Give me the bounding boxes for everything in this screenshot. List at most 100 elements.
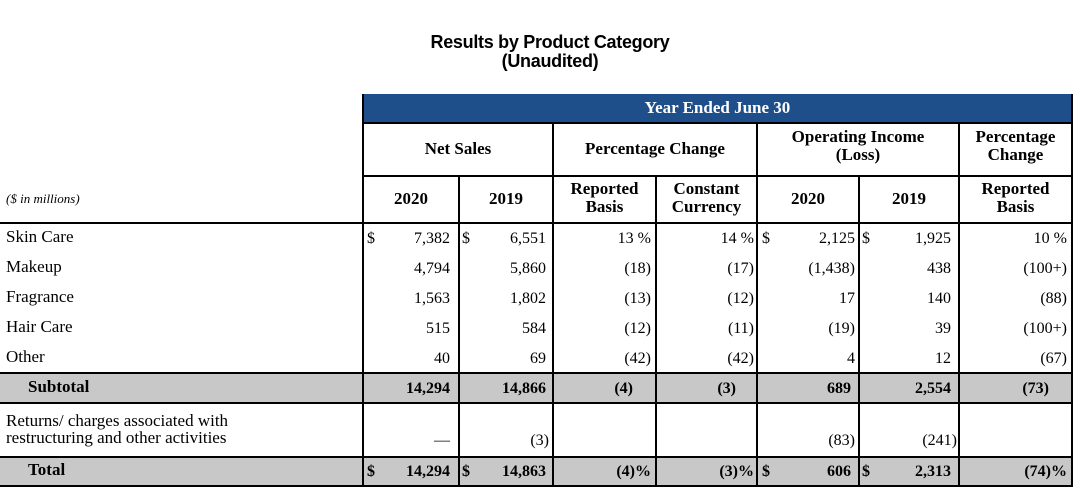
dollar-sign: $ xyxy=(762,230,770,247)
returns-label: Returns/ charges associated with restruc… xyxy=(6,412,228,446)
row-oi2019: 438 xyxy=(927,260,951,277)
subtotal-oi2020: 689 xyxy=(827,380,851,397)
row-ns2019: 1,802 xyxy=(510,290,546,307)
total-oi2020-dollar: $ xyxy=(762,463,770,480)
units-label: ($ in millions) xyxy=(6,191,80,206)
row-rep: (13) xyxy=(624,290,651,307)
total-oi2019: 2,313 xyxy=(915,463,951,480)
row-label: Skin Care xyxy=(6,227,74,246)
subtotal-label: Subtotal xyxy=(28,377,90,396)
row-oi2019: 12 xyxy=(935,350,951,367)
col-line-8 xyxy=(1071,94,1073,487)
subheader-ns-2020: 2020 xyxy=(394,189,428,208)
total-oirep: (74)% xyxy=(1024,463,1067,480)
year-banner: Year Ended June 30 xyxy=(363,94,1072,122)
total-rep: (4)% xyxy=(616,463,651,480)
row-cc: (17) xyxy=(727,260,754,277)
row-oi2019: 1,925 xyxy=(915,230,951,247)
row-oirep: (100+) xyxy=(1023,260,1067,277)
rule-subtotal-bottom xyxy=(0,402,1072,404)
total-ns2019-dollar: $ xyxy=(462,463,470,480)
subtotal-ns2019: 14,866 xyxy=(502,380,546,397)
col-line-3 xyxy=(552,122,554,487)
row-label: Other xyxy=(6,347,45,366)
total-ns2020: 14,294 xyxy=(406,463,450,480)
subheader-reported-l1: Reported xyxy=(570,179,639,198)
subheader-constant-l2: Currency xyxy=(671,197,742,216)
subheader-reported2-l2: Basis xyxy=(996,197,1035,216)
subheader-oi-2020: 2020 xyxy=(791,189,825,208)
dollar-sign: $ xyxy=(462,230,470,247)
total-shading xyxy=(0,457,1072,485)
subheader-reported-basis: Reported Basis xyxy=(554,180,655,216)
dollar-sign: $ xyxy=(367,230,375,247)
subheader-oi-2019: 2019 xyxy=(892,189,926,208)
row-oirep: (88) xyxy=(1040,290,1067,307)
header-percentage-change: Percentage Change xyxy=(585,139,725,158)
row-oirep: (100+) xyxy=(1023,320,1067,337)
row-ns2019: 69 xyxy=(530,350,546,367)
subheader-reported-basis-2: Reported Basis xyxy=(960,180,1071,216)
row-ns2019: 5,860 xyxy=(510,260,546,277)
row-rep: (12) xyxy=(624,320,651,337)
row-ns2020: 515 xyxy=(426,320,450,337)
returns-ns2020: — xyxy=(434,432,450,449)
subtotal-shading xyxy=(0,373,1072,402)
returns-ns2019: (3) xyxy=(530,432,549,449)
total-label: Total xyxy=(28,460,66,479)
returns-oi2020: (83) xyxy=(828,432,855,449)
rule-top xyxy=(363,122,1072,124)
row-oi2020: 17 xyxy=(839,290,855,307)
subheader-reported2-l1: Reported xyxy=(981,179,1050,198)
row-oirep: (67) xyxy=(1040,350,1067,367)
row-cc: (42) xyxy=(727,350,754,367)
rule-total-bottom xyxy=(0,485,1072,487)
returns-label-l1: Returns/ charges associated with xyxy=(6,411,229,430)
subtotal-cc: (3) xyxy=(717,380,736,397)
dollar-sign: $ xyxy=(862,230,870,247)
row-cc: (11) xyxy=(727,320,754,337)
col-line-5 xyxy=(756,122,758,487)
row-rep: (18) xyxy=(624,260,651,277)
row-rep: 13 % xyxy=(617,230,651,247)
row-oi2019: 39 xyxy=(935,320,951,337)
subtotal-oi2019: 2,554 xyxy=(915,380,951,397)
total-oi2019-dollar: $ xyxy=(862,463,870,480)
row-label: Makeup xyxy=(6,257,62,276)
col-line-6 xyxy=(858,175,860,487)
row-oirep: 10 % xyxy=(1033,230,1067,247)
subheader-constant-l1: Constant xyxy=(673,179,740,198)
total-ns2019: 14,863 xyxy=(502,463,546,480)
subtotal-ns2020: 14,294 xyxy=(406,380,450,397)
subtotal-rep: (4) xyxy=(614,380,633,397)
total-oi2020: 606 xyxy=(827,463,851,480)
col-line-1 xyxy=(362,94,364,487)
row-ns2019: 584 xyxy=(522,320,546,337)
header-percentage-change-2-l2: Change xyxy=(987,145,1044,164)
subheader-reported-l2: Basis xyxy=(585,197,624,216)
row-rep: (42) xyxy=(624,350,651,367)
returns-label-l2: restructuring and other activities xyxy=(6,428,227,447)
rule-group xyxy=(363,175,1072,177)
subtitle-text: (Unaudited) xyxy=(501,51,599,71)
row-label: Fragrance xyxy=(6,287,74,306)
total-cc: (3)% xyxy=(719,463,754,480)
row-ns2020: 4,794 xyxy=(414,260,450,277)
title-text: Results by Product Category xyxy=(430,32,670,52)
subheader-ns-2019: 2019 xyxy=(489,189,523,208)
row-oi2020: 2,125 xyxy=(819,230,855,247)
row-ns2019: 6,551 xyxy=(510,230,546,247)
row-cc: 14 % xyxy=(720,230,754,247)
subheader-constant-currency: Constant Currency xyxy=(657,180,756,216)
rule-header-bottom xyxy=(0,222,1072,224)
subtotal-oirep: (73) xyxy=(1022,380,1049,397)
col-line-4 xyxy=(655,175,657,487)
row-cc: (12) xyxy=(727,290,754,307)
header-operating-income-l1: Operating Income xyxy=(791,127,925,146)
header-percentage-change-2: Percentage Change xyxy=(960,128,1071,164)
row-ns2020: 40 xyxy=(434,350,450,367)
row-oi2019: 140 xyxy=(927,290,951,307)
row-oi2020: 4 xyxy=(847,350,855,367)
header-operating-income-l2: (Loss) xyxy=(835,145,881,164)
rule-total-top xyxy=(0,456,1072,458)
